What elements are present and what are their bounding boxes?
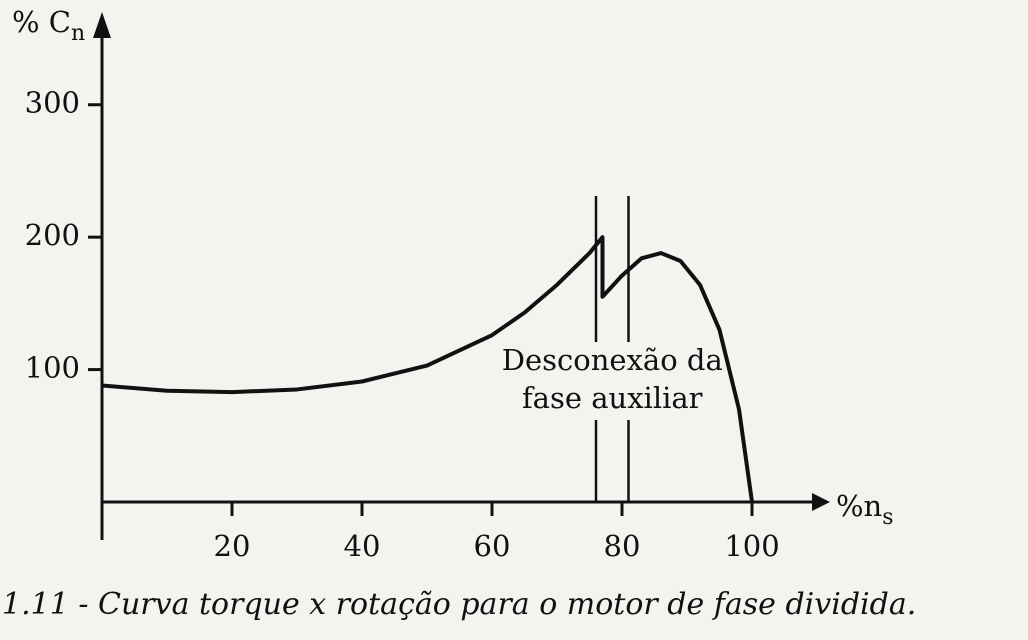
- x-axis-arrow: [812, 493, 830, 511]
- x-tick-label: 40: [344, 529, 381, 563]
- y-label-sub: n: [71, 21, 85, 46]
- y-tick-label: 100: [25, 351, 80, 385]
- y-tick-label: 300: [25, 86, 80, 120]
- annotation-bg: [500, 342, 725, 420]
- y-axis-label: % Cn: [12, 5, 85, 46]
- x-tick-label: 20: [214, 529, 251, 563]
- x-label-sub: s: [882, 505, 893, 530]
- annotation: Desconexão da: [502, 343, 723, 377]
- x-label-main: %n: [836, 489, 882, 523]
- curve: [101, 235, 754, 503]
- x-tick-label: 60: [474, 529, 511, 563]
- y-label-main: % C: [12, 5, 71, 39]
- x-tick-label: 80: [604, 529, 641, 563]
- x-tick-label: 100: [724, 529, 779, 563]
- annotation: fase auxiliar: [522, 381, 703, 415]
- x-axis-label: %ns: [836, 489, 894, 530]
- y-axis-arrow: [93, 12, 111, 38]
- caption: 1.11 - Curva torque x rotação para o mot…: [2, 587, 916, 622]
- y-tick-label: 200: [25, 218, 80, 252]
